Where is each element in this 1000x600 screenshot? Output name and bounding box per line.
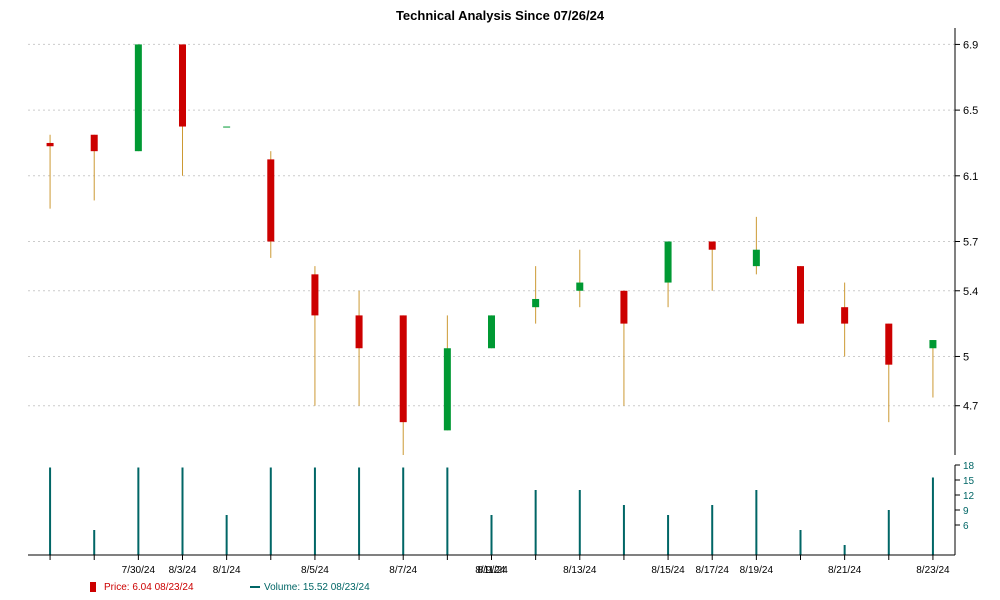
candle-body (135, 44, 142, 151)
candle-body (576, 283, 583, 291)
candle-body (223, 127, 230, 128)
candle-body (267, 159, 274, 241)
candle-body (929, 340, 936, 348)
xtick-label: 8/19/24 (740, 565, 774, 576)
xtick-label: 8/23/24 (916, 565, 950, 576)
ytick-label: 5.4 (963, 286, 978, 298)
chart-container: Technical Analysis Since 07/26/24 4.7 5 5.… (0, 0, 1000, 600)
candle-body (400, 315, 407, 422)
vol-ytick-label: 18 (963, 461, 975, 472)
ytick-label: 6.5 (963, 105, 978, 117)
xtick-label: 8/1/24 (213, 565, 241, 576)
vol-ytick-label: 9 (963, 506, 969, 517)
candle-body (885, 324, 892, 365)
candle-body (444, 348, 451, 430)
ytick-label: 5 (963, 351, 969, 363)
candle-body (532, 299, 539, 307)
candle-body (488, 315, 495, 348)
legend-swatch-price (90, 582, 96, 592)
vol-ytick-label: 15 (963, 476, 975, 487)
ytick-label: 6.1 (963, 171, 978, 183)
legend-text: Volume: 15.52 08/23/24 (264, 582, 370, 593)
candle-body (620, 291, 627, 324)
candle-body (47, 143, 54, 146)
ytick-label: 6.9 (963, 39, 978, 51)
candle-body (179, 44, 186, 126)
legend-text: Price: 6.04 08/23/24 (104, 582, 194, 593)
candle-body (797, 266, 804, 323)
candle-body (356, 315, 363, 348)
candle-body (311, 274, 318, 315)
chart-svg: 4.7 5 5.4 5.7 6.1 6.5 6.9 6 9 12 15 18 7/30/24 8/1/24… (0, 0, 1000, 600)
candle-body (91, 135, 98, 151)
xtick-label: 8/7/24 (389, 565, 417, 576)
candle-body (841, 307, 848, 323)
vol-ytick-label: 12 (963, 491, 975, 502)
ytick-label: 5.7 (963, 237, 978, 249)
xtick-label: 8/3/24 (169, 565, 197, 576)
ytick-label: 4.7 (963, 401, 978, 413)
xtick-label: 8/5/24 (301, 565, 329, 576)
candle-body (753, 250, 760, 266)
candle-body (665, 242, 672, 283)
xtick-label: 8/15/24 (651, 565, 685, 576)
xtick-label: 8/11/24 (475, 565, 508, 576)
xtick-label: 8/21/24 (828, 565, 862, 576)
xtick-label: 8/17/24 (696, 565, 730, 576)
chart-title: Technical Analysis Since 07/26/24 (396, 8, 604, 23)
xtick-label: 7/30/24 (122, 565, 156, 576)
xtick-label: 8/13/24 (563, 565, 597, 576)
candle-body (709, 242, 716, 250)
vol-ytick-label: 6 (963, 521, 969, 532)
